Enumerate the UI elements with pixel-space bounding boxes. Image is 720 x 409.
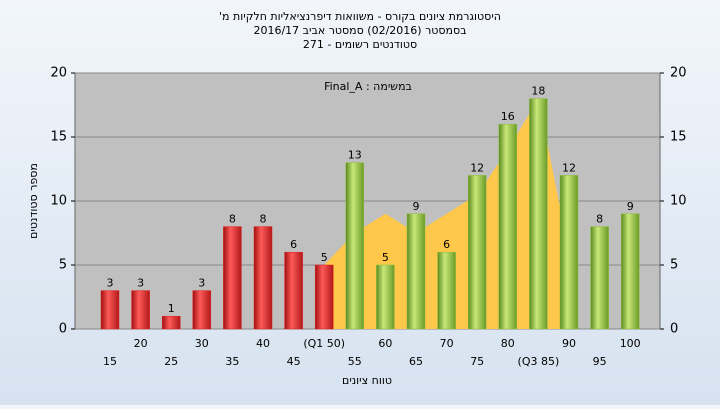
value-label: 3 [137, 277, 144, 290]
bar [559, 175, 579, 330]
value-label: 12 [562, 161, 576, 174]
y2-tick-label: 15 [670, 130, 687, 145]
x-tick-label: 55 [348, 355, 362, 368]
y-tick-label: 15 [50, 130, 67, 145]
subtitle: בסמסטר (02/2016) סמסטר אביב 2016/17 [253, 24, 466, 37]
value-label: 9 [413, 200, 420, 213]
value-label: 12 [470, 161, 484, 174]
y-tick-label: 0 [59, 322, 67, 337]
x-tick-label: 95 [593, 355, 607, 368]
bar [192, 290, 212, 330]
x-tick-label: (Q3 85) [518, 355, 560, 368]
y2-tick-label: 20 [670, 66, 687, 81]
bar [376, 264, 395, 330]
bar [406, 213, 426, 330]
bar [437, 251, 456, 330]
bar [100, 290, 120, 330]
x-tick-label: 65 [409, 355, 423, 368]
y-tick-label: 5 [59, 258, 67, 273]
value-label: 8 [229, 213, 236, 226]
bar [223, 226, 242, 330]
x-tick-label: 100 [620, 337, 641, 350]
x-tick-label: (Q1 50) [303, 337, 345, 350]
value-label: 6 [290, 238, 297, 251]
y-tick-label: 10 [50, 194, 67, 209]
value-label: 3 [107, 277, 114, 290]
y-axis-label: מספר סטודנטים [27, 163, 40, 239]
subtitle: סטודנטים רשומים - 271 [303, 38, 417, 51]
y2-tick-label: 5 [670, 258, 678, 273]
x-tick-label: 30 [195, 337, 209, 350]
value-label: 5 [321, 251, 328, 264]
bar [161, 315, 181, 330]
value-label: 8 [260, 213, 267, 226]
value-label: 13 [348, 149, 362, 162]
value-label: 5 [382, 251, 389, 264]
y-tick-label: 20 [50, 66, 67, 81]
y2-tick-label: 0 [670, 322, 678, 337]
y2-tick-label: 10 [670, 194, 687, 209]
x-tick-label: 15 [103, 355, 117, 368]
annotation: במשימה : Final_A [324, 80, 412, 93]
bar [498, 123, 518, 330]
bar [284, 251, 303, 330]
x-tick-label: 40 [256, 337, 270, 350]
bar [253, 226, 273, 330]
bar [529, 98, 548, 330]
x-tick-label: 60 [378, 337, 392, 350]
x-tick-label: 75 [470, 355, 484, 368]
bar [590, 226, 609, 330]
bar [345, 162, 365, 330]
x-tick-label: 20 [134, 337, 148, 350]
value-label: 6 [443, 238, 450, 251]
bar [314, 264, 334, 330]
x-tick-label: 70 [440, 337, 454, 350]
value-label: 1 [168, 302, 175, 315]
x-tick-label: 35 [225, 355, 239, 368]
x-tick-label: 90 [562, 337, 576, 350]
bar [131, 290, 150, 330]
x-axis-label: טווח ציונים [342, 374, 392, 387]
chart-title: היסטוגרמת ציונים בקורס - משוואות דיפרנצי… [219, 10, 501, 23]
value-label: 3 [198, 277, 205, 290]
bar [620, 213, 640, 330]
value-label: 18 [531, 85, 545, 98]
x-tick-label: 45 [287, 355, 301, 368]
bar [467, 175, 487, 330]
value-label: 8 [596, 213, 603, 226]
value-label: 16 [501, 110, 515, 123]
x-tick-label: 80 [501, 337, 515, 350]
value-label: 9 [627, 200, 634, 213]
x-tick-label: 25 [164, 355, 178, 368]
